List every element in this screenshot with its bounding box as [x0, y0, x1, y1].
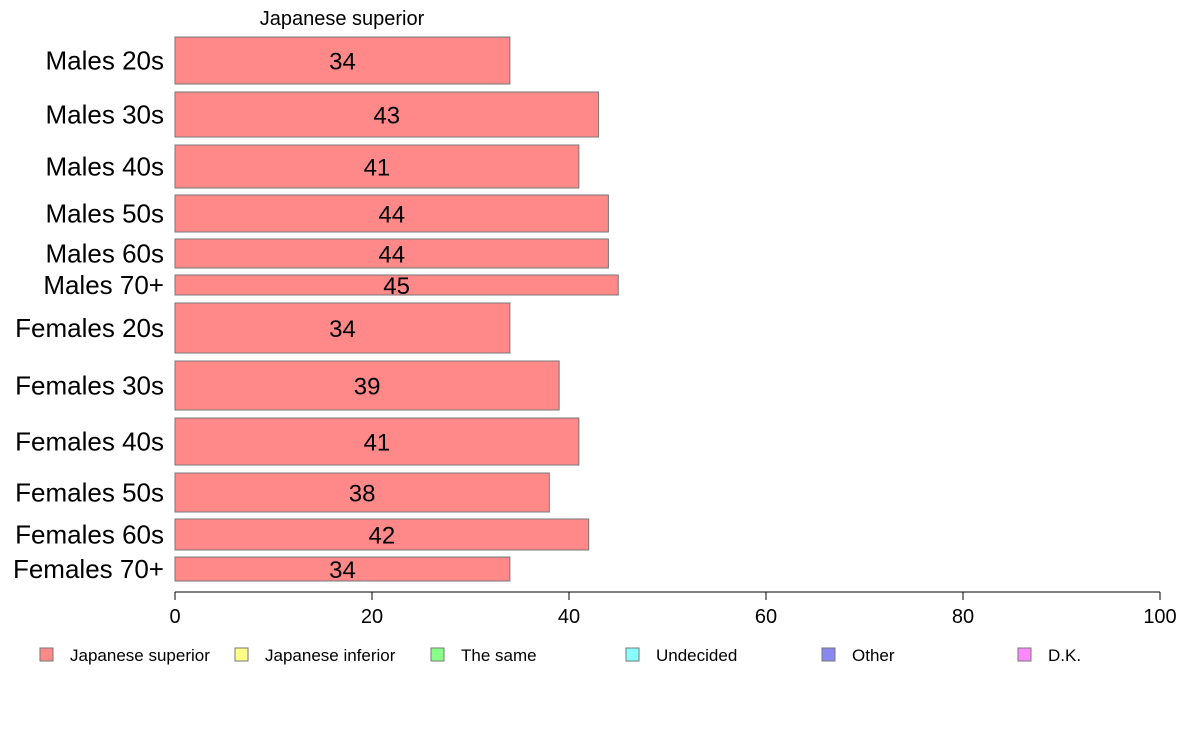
bar-value-label: 39 [354, 374, 381, 401]
bar-value-label: 34 [329, 557, 356, 584]
bar [174, 556, 511, 582]
x-tick-label: 0 [169, 606, 180, 628]
legend-label: Other [852, 646, 895, 665]
bar [174, 194, 609, 233]
legend-swatch [1017, 647, 1032, 662]
category-label: Males 50s [46, 199, 165, 229]
x-tick-label: 60 [755, 606, 777, 628]
bar [174, 36, 511, 85]
legend-label: D.K. [1048, 646, 1081, 665]
legend-label: The same [461, 646, 537, 665]
bar [174, 91, 600, 138]
x-axis: 0 20 40 60 80 100 [169, 591, 1177, 628]
series-header-label: Japanese superior [260, 8, 425, 30]
legend-label: Japanese inferior [265, 646, 396, 665]
category-label: Females 40s [15, 427, 164, 457]
category-label: Females 70+ [13, 554, 164, 584]
category-label: Males 30s [46, 100, 165, 130]
x-tick-label: 40 [558, 606, 580, 628]
legend-swatch [234, 647, 249, 662]
x-tick-label: 80 [952, 606, 974, 628]
bar-value-label: 42 [368, 523, 395, 550]
category-label: Females 50s [15, 478, 164, 508]
bar [174, 274, 619, 296]
category-label: Males 20s [46, 46, 165, 76]
bar [174, 144, 580, 189]
x-tick-label: 20 [361, 606, 383, 628]
bar-value-label: 34 [329, 316, 356, 343]
legend: Japanese superior Japanese inferior The sa… [39, 646, 1081, 665]
category-label: Females 60s [15, 520, 164, 550]
bar-value-label: 38 [349, 481, 376, 508]
bar-value-label: 34 [329, 49, 356, 76]
legend-swatch [625, 647, 640, 662]
bar-value-label: 45 [383, 273, 410, 300]
category-label: Males 40s [46, 152, 165, 182]
bar-value-label: 41 [364, 430, 391, 457]
bar-value-label: 41 [364, 155, 391, 182]
category-label: Males 60s [46, 239, 165, 269]
category-label: Females 30s [15, 371, 164, 401]
bars-group: 34 Males 20s 43 Males 30s 41 Males 40s 44 Males… [13, 36, 619, 584]
bar-value-label: 43 [373, 103, 400, 130]
x-tick-label: 100 [1143, 606, 1176, 628]
bar [174, 417, 580, 466]
bar-value-label: 44 [378, 242, 405, 269]
bar [174, 302, 511, 354]
bar [174, 472, 550, 513]
bar-value-label: 44 [378, 202, 405, 229]
bar [174, 238, 609, 269]
legend-label: Undecided [656, 646, 737, 665]
legend-swatch [39, 647, 54, 662]
legend-swatch [821, 647, 836, 662]
bar [174, 360, 560, 411]
legend-swatch [430, 647, 445, 662]
legend-label: Japanese superior [70, 646, 210, 665]
category-label: Males 70+ [43, 270, 164, 300]
category-label: Females 20s [15, 313, 164, 343]
bar [174, 518, 590, 551]
